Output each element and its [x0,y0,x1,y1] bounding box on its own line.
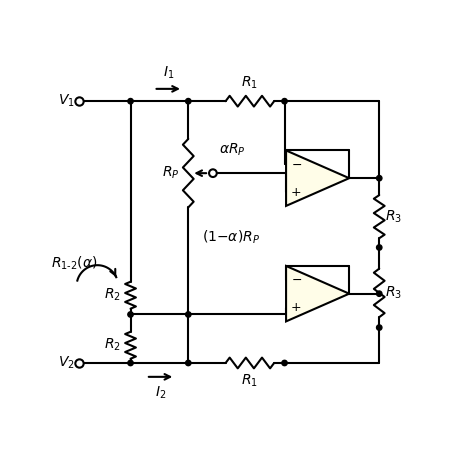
Circle shape [377,291,382,296]
Text: $R_{1\text{-}2}(\alpha)$: $R_{1\text{-}2}(\alpha)$ [51,254,98,272]
Circle shape [377,176,382,181]
Circle shape [185,98,191,104]
Text: $R_3$: $R_3$ [385,284,402,301]
Circle shape [377,245,382,250]
Text: $R_2$: $R_2$ [104,337,122,353]
Text: $\alpha R_P$: $\alpha R_P$ [219,141,246,158]
Circle shape [282,360,287,365]
Circle shape [282,98,287,104]
Polygon shape [286,266,349,321]
Text: $V_2$: $V_2$ [58,355,74,371]
Text: $-$: $-$ [291,158,302,171]
Text: $R_2$: $R_2$ [104,287,122,303]
Circle shape [185,360,191,365]
Circle shape [185,312,191,317]
Circle shape [128,312,133,317]
Circle shape [209,170,217,177]
Text: $I_2$: $I_2$ [155,384,166,401]
Circle shape [377,325,382,330]
Polygon shape [286,150,349,206]
Circle shape [128,98,133,104]
Text: $I_1$: $I_1$ [162,65,174,81]
Circle shape [128,360,133,365]
Text: $(1{-}\alpha)R_P$: $(1{-}\alpha)R_P$ [202,228,260,246]
Text: $R_1$: $R_1$ [242,373,258,390]
Text: $R_P$: $R_P$ [162,165,179,181]
Text: $-$: $-$ [291,273,302,286]
Text: $V_1$: $V_1$ [58,93,74,109]
Text: $R_3$: $R_3$ [385,209,402,225]
Text: $+$: $+$ [290,301,302,314]
Text: $R_1$: $R_1$ [242,75,258,91]
Text: $+$: $+$ [290,186,302,199]
